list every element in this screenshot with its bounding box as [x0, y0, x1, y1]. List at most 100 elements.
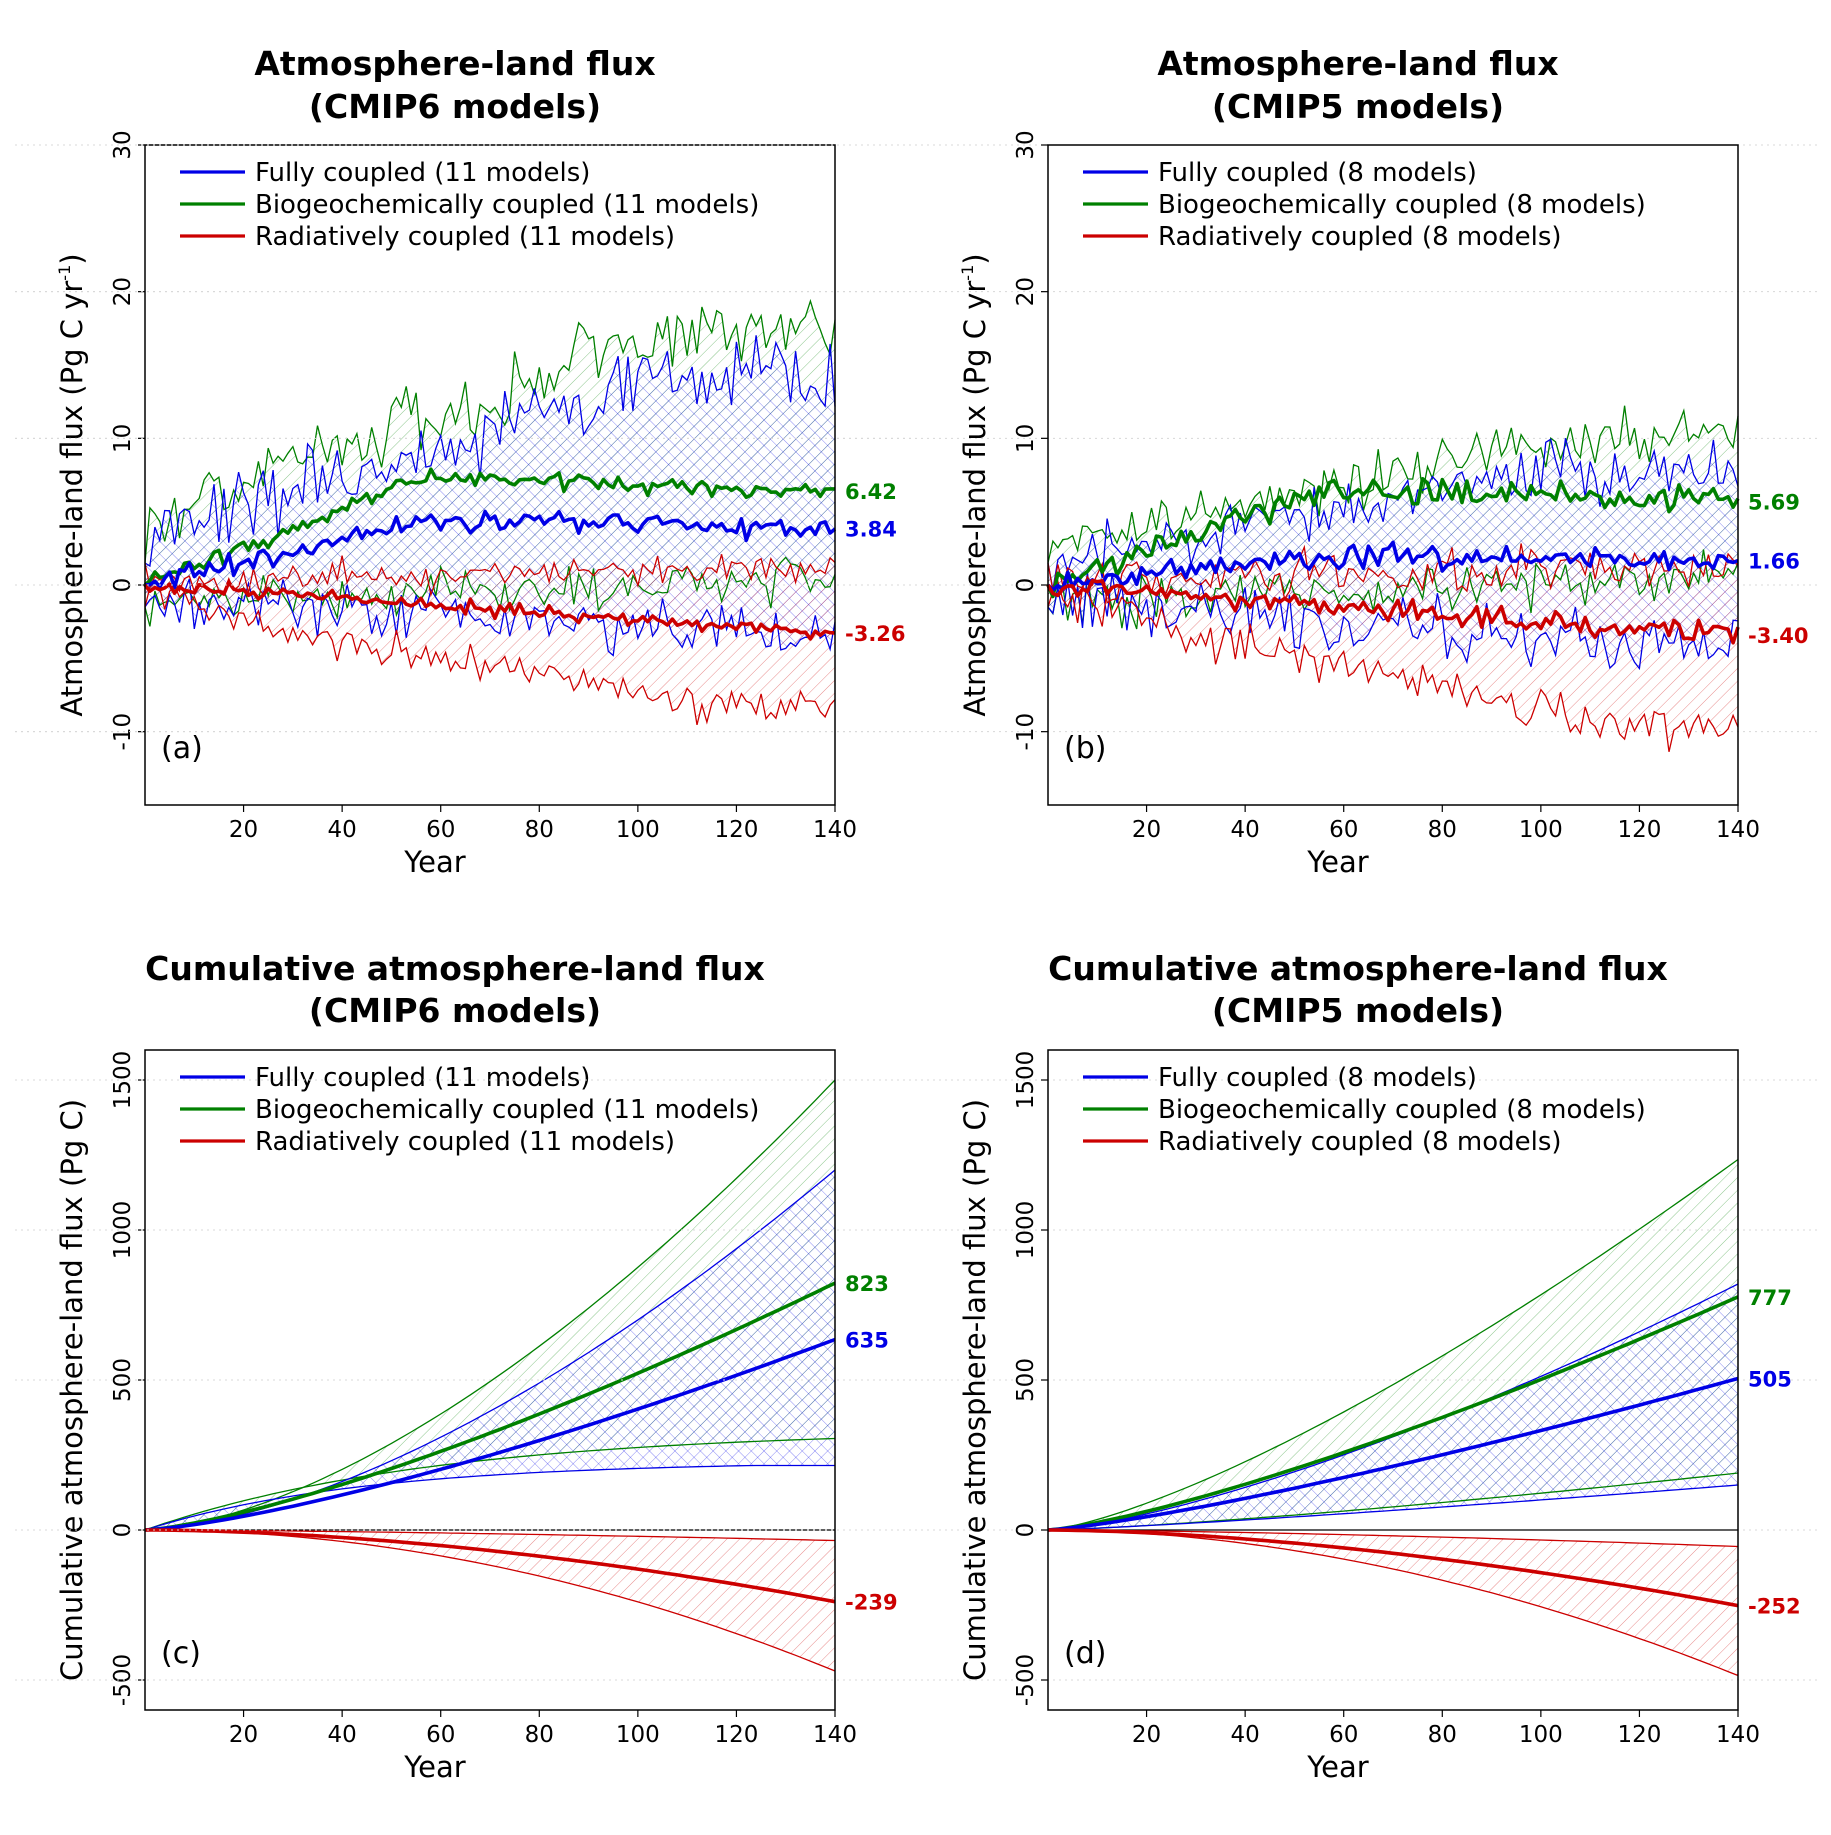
series-rad-mean [145, 1528, 836, 1604]
envelope-fully-cross [1048, 1284, 1738, 1530]
end-label-rad: -3.26 [845, 622, 906, 646]
x-tick-label: 20 [229, 817, 258, 843]
chart-subtitle: (CMIP6 models) [309, 991, 601, 1030]
series-bgc-min [144, 1437, 836, 1531]
series-bgc-mean [144, 1281, 836, 1532]
legend-item-fully: Fully coupled (8 models) [1083, 158, 1477, 188]
y-tick-label: 30 [1013, 130, 1039, 159]
series-fully-max [144, 335, 836, 568]
x-tick-label: 100 [616, 817, 660, 843]
panel-d: Cumulative atmosphere-land flux(CMIP5 mo… [15, 949, 1820, 1784]
y-tick-label: -10 [1013, 713, 1039, 751]
legend-item-rad: Radiatively coupled (11 models) [180, 222, 675, 252]
x-tick-label: 140 [813, 1722, 857, 1748]
series-fully-mean [144, 509, 837, 590]
plot-frame [1047, 144, 1739, 806]
series-bgc-max [1047, 405, 1739, 564]
x-axis-title: Year [403, 845, 465, 879]
series-fully-min [144, 578, 836, 657]
x-axis-title: Year [1306, 1750, 1368, 1784]
panel-a: Atmosphere-land flux (CMIP6 models) 6.42 3.… [15, 44, 915, 879]
x-tick-label: 40 [1231, 1722, 1260, 1748]
legend-label: Fully coupled (11 models) [255, 158, 590, 188]
end-label-fully: 1.66 [1748, 550, 1800, 574]
envelope-fully-cross [145, 1170, 835, 1530]
series-bgc-min [1047, 549, 1739, 630]
panel-label: (d) [1064, 1636, 1106, 1671]
legend-item-fully: Fully coupled (11 models) [180, 1063, 590, 1093]
x-tick-label: 20 [1132, 817, 1161, 843]
legend-item-fully: Fully coupled (8 models) [1083, 1063, 1477, 1093]
envelope-fully-cross [145, 335, 835, 656]
legend-item-bgc: Biogeochemically coupled (8 models) [1083, 190, 1646, 220]
x-axis-title: Year [1306, 845, 1368, 879]
chart-subtitle: (CMIP5 models) [1212, 991, 1504, 1030]
y-axis-title: Cumulative atmosphere-land flux (Pg C) [958, 1099, 992, 1681]
series-bgc-max [144, 1079, 836, 1531]
panel-label: (b) [1064, 731, 1106, 766]
end-label-bgc: 777 [1748, 1286, 1792, 1310]
panel-label: (c) [161, 1636, 201, 1671]
y-tick-label: 1500 [1013, 1051, 1039, 1110]
end-label-fully: 3.84 [845, 518, 897, 542]
legend-item-bgc: Biogeochemically coupled (11 models) [180, 190, 759, 220]
end-label-bgc: 823 [845, 1272, 889, 1296]
series-rad-max [144, 554, 836, 598]
series-fully-mean [1047, 1376, 1739, 1532]
series-bgc-mean [1047, 1295, 1739, 1532]
y-tick-label: 500 [1013, 1358, 1039, 1402]
end-label-rad: -252 [1748, 1595, 1801, 1619]
x-tick-label: 100 [1519, 817, 1563, 843]
x-tick-label: 60 [1329, 817, 1358, 843]
series-bgc-mean [143, 467, 835, 587]
legend-label: Biogeochemically coupled (8 models) [1158, 190, 1646, 220]
x-tick-label: 120 [1617, 1722, 1661, 1748]
end-label-rad: -3.40 [1748, 624, 1809, 648]
y-tick-label: -500 [1013, 1654, 1039, 1706]
y-axis-title: Atmosphere-land flux (Pg C yr-1) [958, 253, 992, 716]
series-rad-max [145, 1529, 836, 1542]
legend-label: Radiatively coupled (8 models) [1158, 1127, 1562, 1157]
y-tick-label: 0 [1013, 1523, 1039, 1538]
legend-item-rad: Radiatively coupled (8 models) [1083, 1127, 1562, 1157]
x-tick-label: 60 [426, 1722, 455, 1748]
legend-item-bgc: Biogeochemically coupled (8 models) [1083, 1095, 1646, 1125]
legend-label: Fully coupled (8 models) [1158, 158, 1477, 188]
x-tick-label: 80 [1428, 1722, 1457, 1748]
y-tick-label: 20 [1013, 277, 1039, 306]
x-tick-label: 120 [1617, 817, 1661, 843]
x-tick-label: 80 [525, 1722, 554, 1748]
chart-title: Cumulative atmosphere-land flux [1048, 949, 1668, 988]
series-rad-mean [1047, 1528, 1739, 1608]
legend-label: Fully coupled (11 models) [255, 1063, 590, 1093]
y-axis-title: Cumulative atmosphere-land flux (Pg C) [55, 1099, 89, 1681]
x-tick-label: 80 [525, 817, 554, 843]
x-tick-label: 100 [616, 1722, 660, 1748]
x-tick-label: 40 [328, 1722, 357, 1748]
x-tick-label: 140 [1716, 1722, 1760, 1748]
series-fully-min [144, 1464, 835, 1531]
x-tick-label: 140 [813, 817, 857, 843]
chart-title: Atmosphere-land flux [254, 44, 655, 83]
x-tick-label: 140 [1716, 817, 1760, 843]
legend-label: Biogeochemically coupled (11 models) [255, 190, 759, 220]
series-bgc-min [144, 556, 836, 627]
chart-subtitle: (CMIP6 models) [309, 87, 601, 126]
series-rad-min [1047, 579, 1739, 752]
end-label-bgc: 5.69 [1748, 491, 1800, 515]
x-tick-label: 20 [1132, 1722, 1161, 1748]
legend-label: Biogeochemically coupled (8 models) [1158, 1095, 1646, 1125]
chart-subtitle: (CMIP5 models) [1212, 87, 1504, 126]
end-label-fully: 505 [1748, 1368, 1792, 1392]
legend-label: Fully coupled (8 models) [1158, 1063, 1477, 1093]
panel-label: (a) [161, 731, 203, 766]
envelope-rad [145, 1530, 835, 1671]
x-tick-label: 40 [328, 817, 357, 843]
legend-label: Biogeochemically coupled (11 models) [255, 1095, 759, 1125]
y-tick-label: 0 [1013, 578, 1039, 593]
legend-label: Radiatively coupled (11 models) [255, 1127, 675, 1157]
series-bgc-max [144, 298, 836, 564]
chart-title: Atmosphere-land flux [1157, 44, 1558, 83]
